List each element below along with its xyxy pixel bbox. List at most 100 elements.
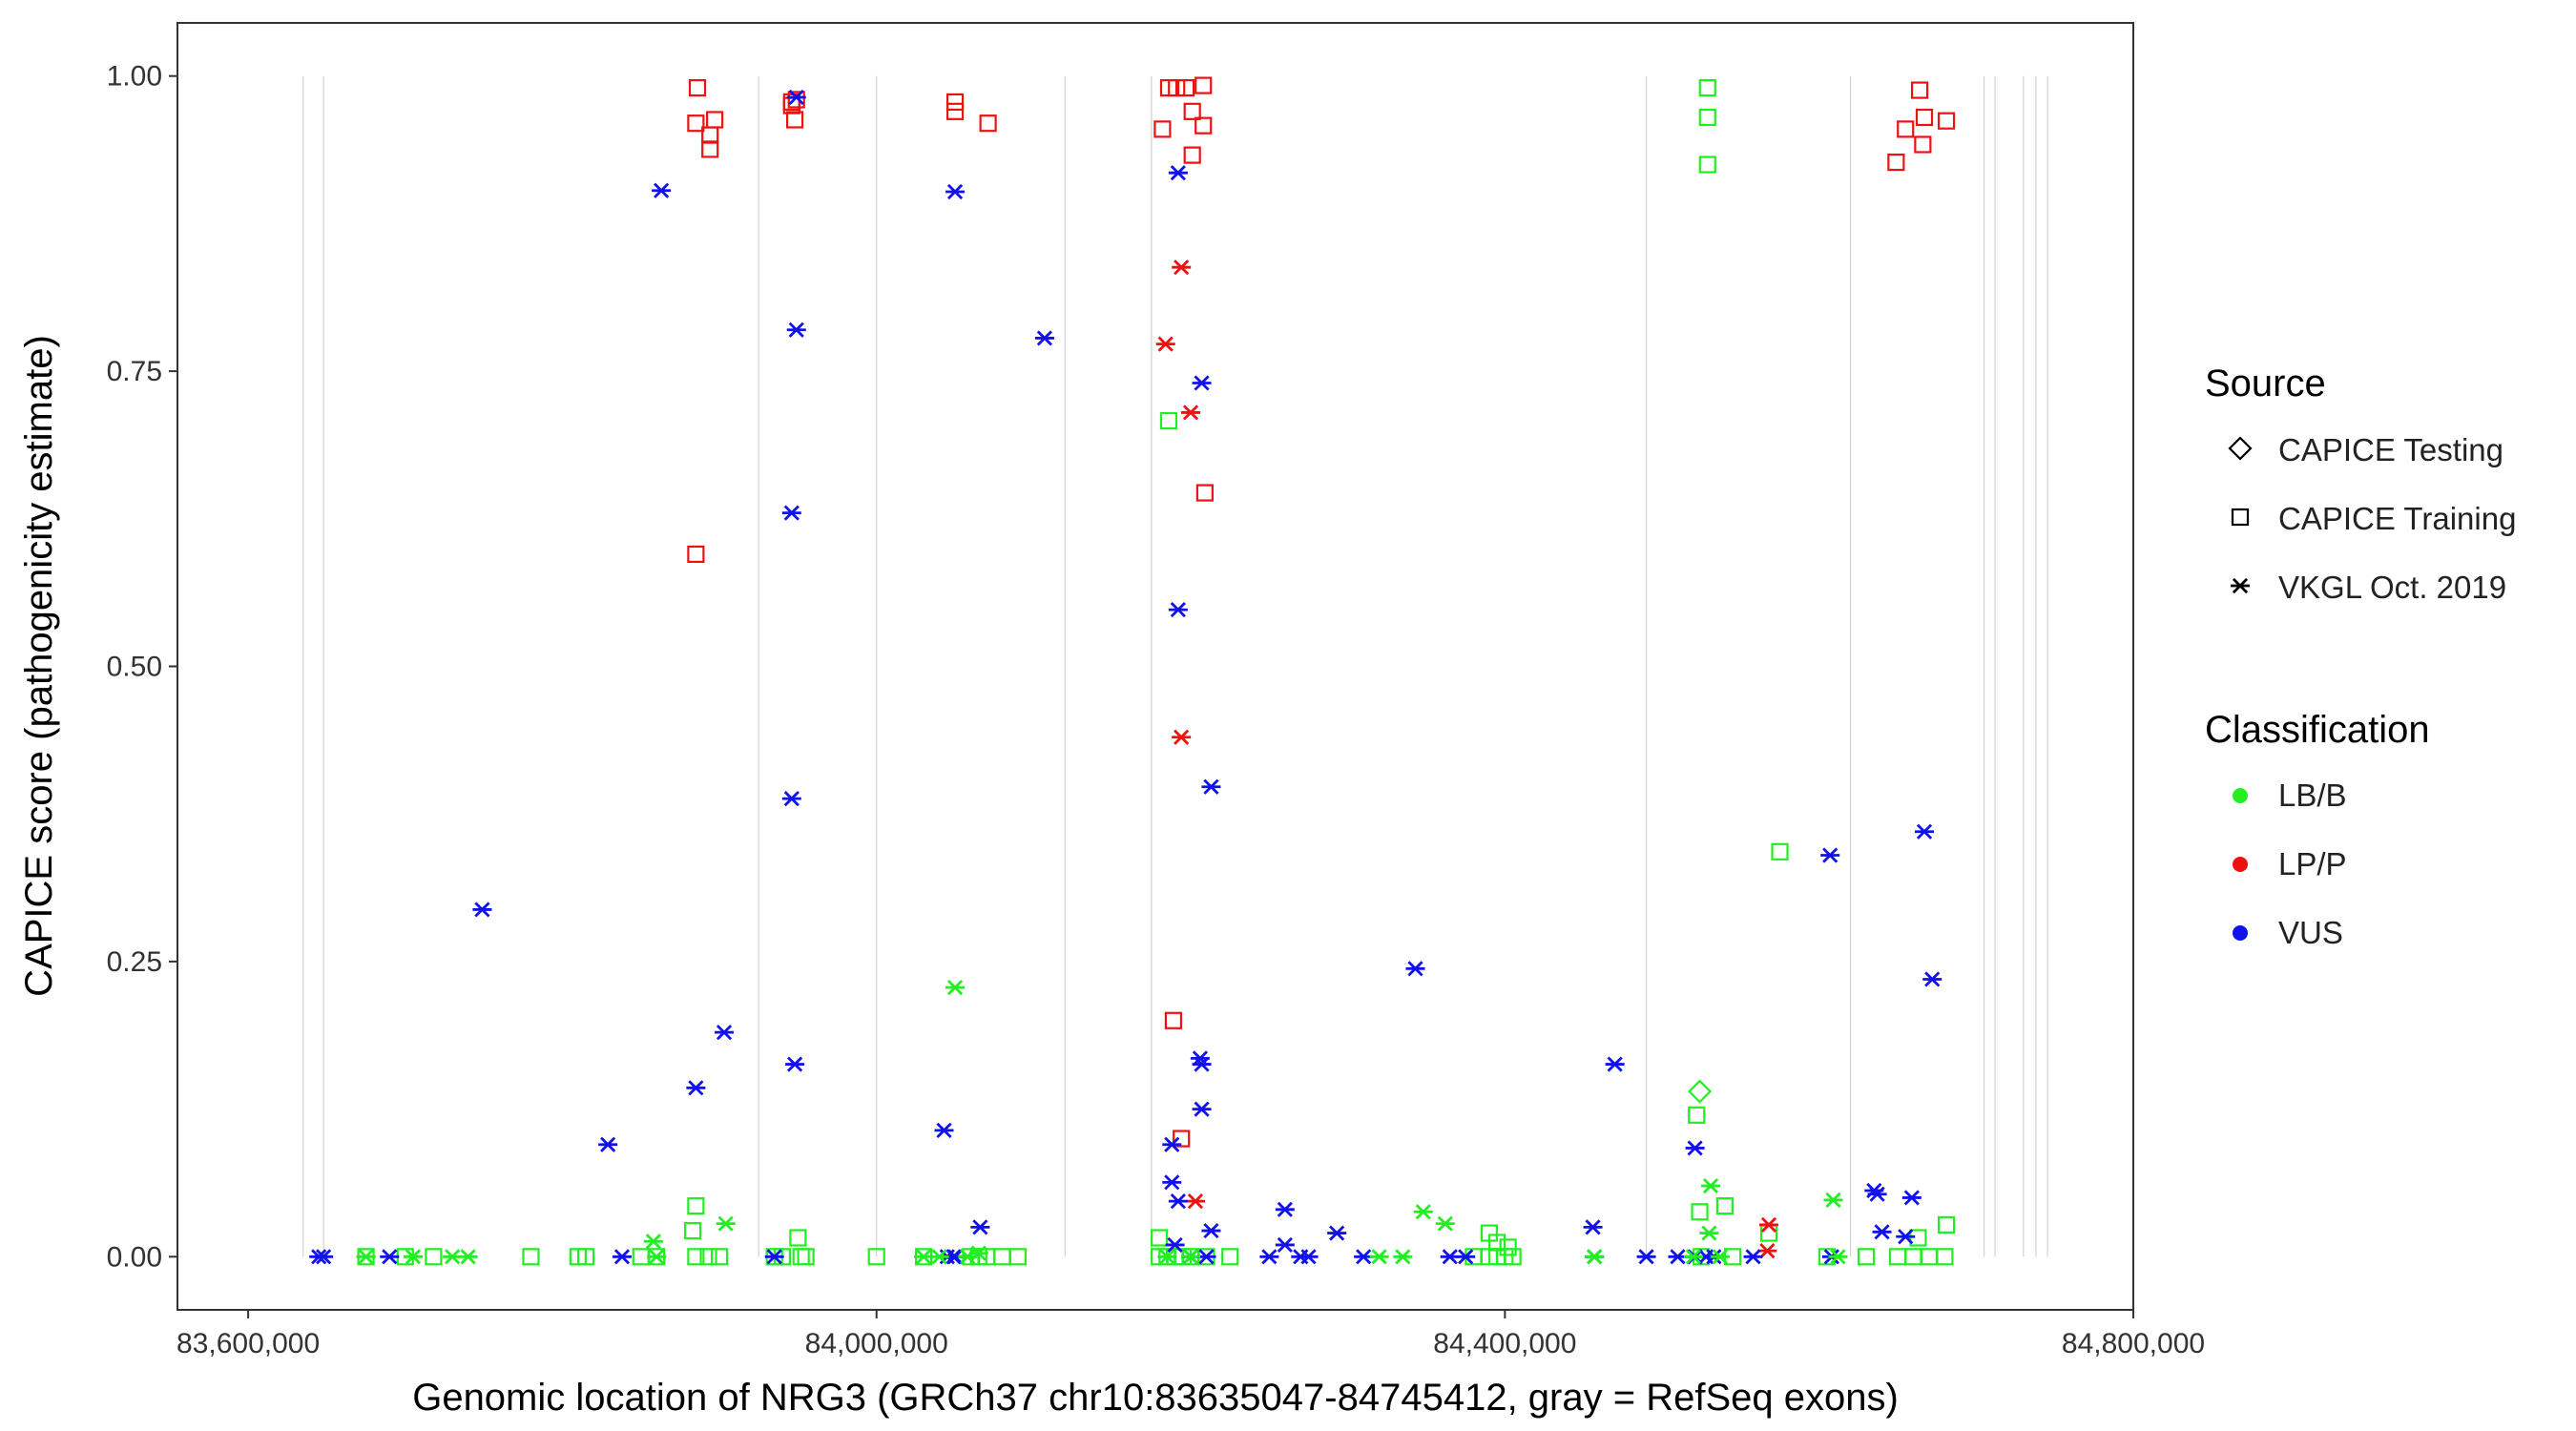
data-point-vkgl-vus [1168, 1193, 1188, 1210]
data-point-vkgl-vus [945, 183, 966, 200]
legend: Source CAPICE Testing CAPICE Training VK… [2205, 363, 2516, 950]
data-point-training-lpp [1164, 1011, 1183, 1029]
data-point-training-lpp [786, 111, 804, 129]
data-point-training-lbb [1688, 1106, 1706, 1124]
data-point-vkgl-lbb [356, 1249, 376, 1265]
data-point-training-lpp [1183, 102, 1201, 120]
legend-key-lpp [2233, 857, 2248, 872]
data-point-training-lbb [699, 1248, 717, 1266]
x-tick-label: 83,600,000 [177, 1328, 320, 1359]
data-point-vkgl-vus [1685, 1140, 1705, 1156]
data-point-vkgl-vus [1896, 1229, 1916, 1245]
legend-class-label-vus: VUS [2278, 915, 2343, 950]
data-point-training-lbb [1857, 1248, 1876, 1266]
data-point-training-lbb [797, 1248, 815, 1266]
x-tick-label: 84,400,000 [1433, 1328, 1576, 1359]
data-point-training-lbb [1221, 1248, 1239, 1266]
legend-class-label-lpp: LP/P [2278, 846, 2347, 881]
y-tick-label: 0.00 [107, 1241, 162, 1273]
data-point-vkgl-lbb [1585, 1249, 1605, 1265]
data-point-vkgl-vus [1201, 1222, 1221, 1239]
data-point-vkgl-lpp [1757, 1243, 1777, 1259]
exon-lines [302, 75, 2048, 1257]
data-point-training-lpp [1195, 484, 1214, 502]
data-point-vkgl-lbb [1823, 1192, 1843, 1208]
data-point-vkgl-vus [1743, 1249, 1763, 1265]
data-point-vkgl-vus [1259, 1249, 1279, 1265]
data-point-vkgl-lpp [1172, 259, 1192, 276]
data-point-training-lpp [1195, 76, 1213, 94]
legend-key-vus [2233, 925, 2248, 941]
data-point-vkgl-vus [1201, 778, 1221, 795]
data-point-training-lpp [1914, 135, 1932, 154]
data-point-vkgl-vus [1922, 971, 1942, 987]
data-point-training-lbb [1499, 1238, 1517, 1256]
data-point-vkgl-vus [1162, 1136, 1182, 1152]
data-point-training-lpp [1173, 1130, 1191, 1148]
data-point-training-lbb [1008, 1248, 1028, 1266]
data-point-vkgl-lbb [1435, 1215, 1455, 1232]
data-point-vkgl-vus [612, 1249, 632, 1265]
data-point-vkgl-vus [1192, 375, 1212, 391]
data-point-vkgl-vus [1915, 823, 1935, 840]
data-point-vkgl-lbb [1413, 1204, 1433, 1220]
legend-key-square [2231, 508, 2250, 527]
data-point-vkgl-lbb [1181, 1249, 1201, 1265]
data-point-vkgl-lbb [1699, 1225, 1719, 1241]
data-point-training-lbb [1504, 1248, 1522, 1266]
data-point-vkgl-vus [764, 1249, 784, 1265]
data-point-vkgl-vus [715, 1025, 735, 1041]
data-point-training-lpp [687, 545, 705, 564]
data-point-training-lbb [1715, 1196, 1734, 1215]
x-tick-label: 84,800,000 [2062, 1328, 2205, 1359]
data-point-vkgl-vus [1192, 1101, 1212, 1117]
data-points [309, 76, 1956, 1266]
data-point-vkgl-lbb [1710, 1249, 1730, 1265]
legend-classification-title: Classification [2205, 709, 2430, 751]
data-point-vkgl-lbb [945, 980, 966, 996]
data-point-training-lbb [1159, 411, 1178, 430]
legend-source-label-testing: CAPICE Testing [2278, 432, 2503, 467]
data-point-training-lpp [1195, 116, 1213, 135]
data-point-training-lpp [1887, 153, 1905, 172]
data-point-vkgl-vus [1872, 1224, 1892, 1240]
data-point-vkgl-vus [598, 1136, 618, 1152]
data-point-vkgl-lpp [1758, 1216, 1778, 1233]
y-tick-label: 0.25 [107, 946, 162, 978]
data-point-vkgl-vus [472, 902, 492, 918]
data-point-training-lbb [1936, 1248, 1954, 1266]
data-point-vkgl-vus [1168, 165, 1188, 181]
data-point-vkgl-vus [970, 1219, 990, 1235]
data-point-vkgl-vus [786, 321, 806, 338]
data-point-vkgl-lbb [647, 1249, 667, 1265]
x-tick-label: 84,000,000 [805, 1328, 948, 1359]
data-point-training-lpp [945, 102, 965, 120]
data-point-vkgl-vus [1327, 1225, 1347, 1241]
data-point-training-lbb [1151, 1229, 1169, 1247]
axes: 0.00 0.25 0.50 0.75 1.00 83,600,000 84,000,000… [107, 61, 2205, 1359]
data-point-training-lpp [706, 111, 724, 129]
legend-source-label-training: CAPICE Training [2278, 501, 2516, 536]
data-point-vkgl-vus [785, 1056, 805, 1072]
data-point-training-lpp [1910, 81, 1929, 99]
legend-key-asterisk [2231, 577, 2250, 594]
data-point-vkgl-lbb [643, 1234, 663, 1250]
data-point-training-lbb [1698, 156, 1716, 174]
data-point-training-lbb [1698, 78, 1716, 97]
data-point-training-lpp [979, 114, 997, 133]
data-point-training-lbb [683, 1221, 702, 1240]
data-point-training-lbb [577, 1248, 595, 1266]
data-point-vkgl-lbb [1828, 1249, 1848, 1265]
data-point-vkgl-vus [1867, 1186, 1887, 1202]
data-point-training-lbb [1937, 1215, 1956, 1234]
data-point-training-lbb [425, 1248, 443, 1266]
data-point-vkgl-lpp [1155, 336, 1175, 352]
data-point-training-lpp [1153, 120, 1172, 138]
data-point-vkgl-vus [934, 1122, 954, 1138]
data-point-vkgl-lbb [1369, 1249, 1389, 1265]
data-point-vkgl-vus [1583, 1219, 1603, 1235]
data-point-training-lpp [1897, 120, 1915, 138]
data-point-vkgl-lbb [958, 1249, 978, 1265]
